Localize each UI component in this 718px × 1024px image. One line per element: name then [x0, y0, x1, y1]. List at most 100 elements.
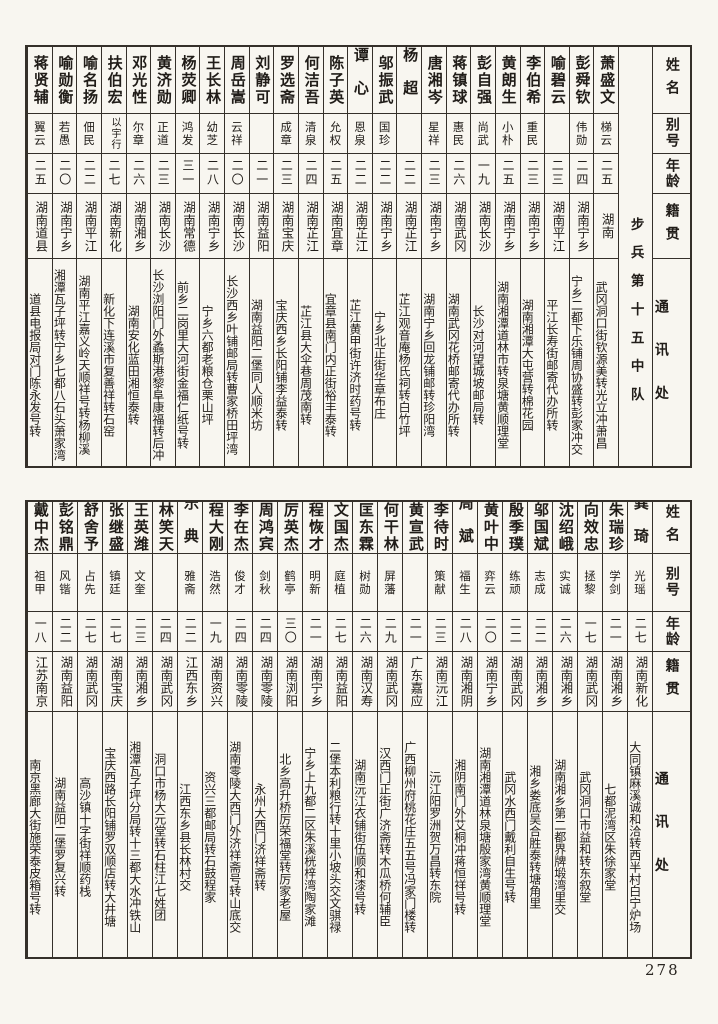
entry-origin-cell: 湖南汉寿 — [353, 652, 377, 712]
entry-origin: 湖南宁乡 — [205, 200, 221, 252]
entry-age: 二〇 — [57, 159, 72, 188]
entry-name: 李伯希 — [524, 54, 543, 106]
entry-age: 二一 — [608, 617, 623, 646]
entry-alias-cell: 拯黎 — [578, 554, 602, 612]
entry-name-cell: 彭自强 — [471, 47, 495, 114]
entry-address-cell: 芷江县大伞巷周茂南转 — [299, 259, 323, 466]
entry-name: 乐典 — [181, 502, 200, 554]
entry-alias-cell: 正道 — [151, 114, 175, 154]
entry-address: 宁乡二都下乐铺周协盛转彭家冲交 — [569, 274, 584, 455]
entry-alias-cell — [153, 554, 177, 612]
entry-origin-cell: 湖南湘阴 — [453, 652, 477, 712]
entry-address: 湖南湘乡第二都界牌塅湾里交 — [553, 758, 567, 915]
entry-address-cell: 广西柳州府桃花庄五五号冯家门楼转 — [403, 712, 427, 957]
entry-name: 何洁吾 — [302, 54, 321, 106]
entry-column: 李待时 策献 二三 湖南沅江 沅江阳罗洲贺万昌转东院 — [427, 502, 452, 957]
entry-name-cell: 戴中杰 — [28, 502, 52, 554]
entry-column: 沈绍峨 实诚 二六 湖南湘乡 湖南湘乡第二都界牌塅湾里交 — [552, 502, 577, 957]
entry-name: 李在杰 — [231, 502, 250, 553]
entry-name: 匡东霖 — [356, 502, 375, 553]
entry-origin: 湖南湘乡 — [133, 656, 149, 707]
entry-address-cell: 二堡本利粮行转十里小坡头交文骐禄 — [328, 712, 352, 957]
entry-name-cell: 乐典 — [178, 502, 202, 554]
entry-address: 宝庆西路长阳铺罗双顺店转大井塘 — [103, 746, 117, 927]
entry-age: 二七 — [108, 617, 123, 646]
entry-alias-cell — [545, 114, 569, 154]
entry-column: 王长林 幼芝 二八 湖南宁乡 宁乡六都老粮仓栗山坪 — [199, 47, 224, 466]
entry-alias-cell: 策献 — [428, 554, 452, 612]
entry-address: 广西柳州府桃花庄五五号冯家门楼转 — [403, 740, 417, 933]
entry-origin-cell: 湖南平江 — [77, 194, 101, 259]
entry-age-cell: 二一 — [603, 612, 627, 652]
entry-alias-cell: 志成 — [528, 554, 552, 612]
entry-column: 林笑天 二四 湖南武冈 洞口市杨大元堂转石柱江七姓团 — [152, 502, 177, 957]
entry-alias: 以宇行 — [108, 116, 120, 151]
entry-column: 喻碧云 二三 湖南平江 平江长寿街邮寄代办所转 — [544, 47, 569, 466]
entry-origin-cell: 湖南新化 — [628, 652, 652, 712]
entry-age-cell: 二二 — [178, 612, 202, 652]
entry-origin-cell: 湖南宁乡 — [200, 194, 224, 259]
entry-age: 二二 — [183, 617, 198, 646]
entry-name: 黄叶中 — [481, 502, 500, 553]
entry-address: 芷江黄甲街许济时药号转 — [348, 298, 362, 431]
entry-alias: 尔章 — [131, 120, 146, 147]
entry-age-cell: 二四 — [153, 612, 177, 652]
entry-address-cell: 平江长寿街邮寄代办所转 — [545, 259, 569, 466]
entry-address: 湘乡娄底吴合胜泰转塘角里 — [528, 764, 542, 909]
entry-name-cell: 黄宣武 — [403, 502, 427, 554]
entry-alias-cell: 星祥 — [422, 114, 446, 154]
entry-alias: 树勋 — [358, 569, 373, 596]
entry-age-cell: 一九 — [471, 154, 495, 194]
entry-name: 罗选斋 — [277, 54, 296, 106]
entry-address-cell: 长沙对河望城坡邮局转 — [471, 259, 495, 466]
entry-age-cell: 三〇 — [278, 612, 302, 652]
entry-address-cell: 南京黑廊大街施荣泰皮箱号转 — [28, 712, 52, 957]
header-address-label: 通讯处 — [653, 771, 669, 902]
entry-name-cell: 何干林 — [378, 502, 402, 554]
entry-address: 宁乡北正街华章布庄 — [372, 310, 387, 419]
entry-name-cell: 何洁吾 — [298, 47, 323, 114]
entry-origin-cell: 湖南 — [594, 194, 618, 259]
entry-alias: 星祥 — [426, 120, 441, 147]
entry-origin: 湖南新化 — [633, 656, 649, 707]
entry-name: 邬振武 — [376, 54, 395, 106]
entry-address: 沅江阳罗洲贺万昌转东院 — [428, 770, 442, 903]
entry-origin-cell: 湖南宁乡 — [52, 194, 77, 259]
entry-address: 汉西门正街广济斋转木瓜桥何辅臣 — [378, 746, 392, 927]
entry-origin-cell: 湖南浏阳 — [278, 652, 302, 712]
entry-column: 殷季璞 练顽 二二 湖南武冈 武冈水西门戴利自生号转 — [502, 502, 527, 957]
entry-age: 二五 — [328, 159, 343, 188]
entry-address-cell: 湖南武冈花桥邮寄代办所转 — [447, 259, 471, 466]
entry-alias-cell: 梯云 — [594, 114, 618, 154]
entry-alias-cell: 佃民 — [77, 114, 101, 154]
entry-origin-cell: 湖南零陵 — [253, 652, 277, 712]
entry-origin-cell: 湖南益阳 — [249, 194, 274, 259]
entry-alias-cell: 尚武 — [471, 114, 495, 154]
entry-age-cell: 二三 — [128, 612, 152, 652]
entry-alias-cell: 文奎 — [128, 554, 152, 612]
entry-origin: 湖南武冈 — [158, 656, 174, 707]
entry-age-cell: 二二 — [77, 154, 101, 194]
entry-name-cell: 李伯希 — [520, 47, 545, 114]
entry-address: 长沙浏阳门外蟊斯港黎阜康福转后冲 — [151, 268, 165, 461]
entry-name: 喻碧云 — [548, 54, 567, 106]
entry-address-cell: 前乡二岗里大河街金福仁纸号转 — [176, 259, 200, 466]
entry-origin: 江西东乡 — [183, 656, 199, 707]
entry-address-cell: 洞口市杨大元堂转石柱江七姓团 — [153, 712, 177, 957]
entry-origin: 湖南浏阳 — [283, 656, 299, 707]
entry-age-cell: 二七 — [78, 612, 102, 652]
entry-column: 何干林 屏藩 二九 湖南武冈 汉西门正街广济斋转木瓜桥何辅臣 — [377, 502, 402, 957]
entry-name: 周岳嵩 — [228, 54, 247, 106]
entry-alias: 风锴 — [58, 569, 73, 596]
entry-origin: 湖南新化 — [107, 200, 123, 252]
entry-alias-cell: 国珍 — [372, 114, 397, 154]
entry-name: 周鸿宾 — [256, 502, 275, 553]
entry-column: 黄朗生 小朴 二五 湖南宁乡 湖南湘潭道林市转泉塘黄顺理堂 — [494, 47, 520, 466]
entry-name-cell: 蒋贤辅 — [28, 47, 52, 114]
entry-alias: 正道 — [155, 120, 170, 147]
entry-alias-cell: 重民 — [520, 114, 545, 154]
entry-age-cell: 二〇 — [52, 154, 77, 194]
entry-origin-cell: 湖南常德 — [175, 194, 200, 259]
entry-column: 舒舍予 占先 二七 湖南武冈 高沙镇十字街祥顺药栈 — [77, 502, 102, 957]
